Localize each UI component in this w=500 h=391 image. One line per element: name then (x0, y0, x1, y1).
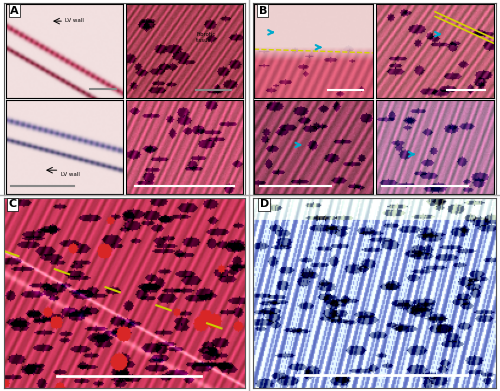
Text: Fibrotic
tissue: Fibrotic tissue (196, 32, 216, 43)
Text: LV wall: LV wall (60, 172, 80, 177)
Text: LV wall: LV wall (66, 18, 84, 23)
Text: B: B (259, 5, 267, 16)
Text: C: C (9, 199, 17, 209)
Text: A: A (10, 5, 19, 16)
Text: D: D (260, 199, 269, 209)
